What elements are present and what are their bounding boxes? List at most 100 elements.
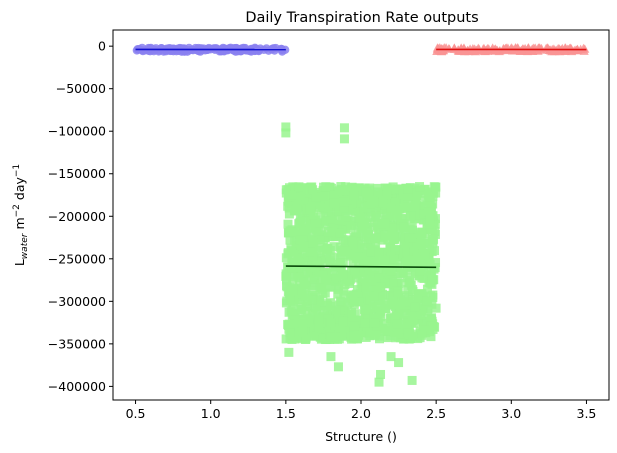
data-point — [338, 316, 348, 326]
data-point — [283, 248, 293, 258]
data-point — [285, 293, 295, 303]
data-point — [425, 214, 435, 224]
data-point — [469, 46, 479, 55]
data-point — [423, 190, 433, 200]
data-point — [395, 303, 405, 313]
data-point — [311, 263, 321, 273]
data-point — [411, 241, 421, 251]
data-point — [302, 263, 312, 273]
data-point — [332, 259, 342, 269]
data-point — [420, 250, 430, 260]
y-axis-label-day: day — [12, 177, 27, 205]
data-point — [380, 218, 390, 228]
data-point — [423, 308, 433, 318]
data-point — [302, 252, 312, 262]
data-point — [318, 333, 328, 343]
y-tick-label: −350000 — [48, 336, 106, 351]
data-point — [328, 212, 338, 222]
data-point — [365, 296, 375, 306]
data-point — [321, 182, 331, 192]
data-point — [326, 318, 336, 328]
data-point — [393, 277, 403, 287]
data-point — [352, 285, 362, 295]
data-point — [375, 308, 385, 318]
data-point — [302, 301, 312, 311]
data-point — [352, 252, 362, 262]
data-point — [354, 236, 364, 246]
data-point — [338, 306, 348, 316]
y-axis-label-main: L — [12, 259, 27, 266]
data-point — [296, 225, 306, 235]
data-point — [388, 292, 398, 302]
data-point — [343, 317, 353, 327]
data-point — [349, 315, 359, 325]
data-point — [395, 245, 405, 255]
data-point — [324, 201, 334, 211]
data-point — [366, 276, 376, 286]
series-square-trend-line — [285, 265, 437, 269]
data-point — [384, 326, 394, 336]
data-point — [383, 185, 393, 195]
y-axis-label-exp1: −2 — [12, 204, 22, 217]
data-point — [374, 248, 384, 258]
data-point — [308, 238, 318, 248]
data-point — [383, 235, 393, 245]
data-point — [341, 224, 351, 234]
data-point — [364, 231, 374, 241]
data-point — [166, 46, 176, 56]
series-square-points — [281, 122, 441, 387]
data-point — [412, 188, 422, 198]
data-point — [425, 259, 435, 269]
data-point — [415, 266, 425, 276]
data-point — [339, 123, 349, 133]
data-point — [311, 192, 321, 202]
data-point — [298, 243, 308, 253]
y-tick-label: −250000 — [48, 251, 106, 266]
data-point — [408, 286, 418, 296]
data-point — [404, 297, 414, 307]
data-point — [371, 211, 381, 221]
trend-layer — [135, 48, 587, 269]
data-point — [290, 318, 300, 328]
data-point — [395, 231, 405, 241]
y-axis-label-unit: m — [12, 217, 27, 233]
data-point — [352, 273, 362, 283]
y-tick-label: −400000 — [48, 379, 106, 394]
data-point — [343, 274, 353, 284]
data-point — [297, 286, 307, 296]
data-point — [335, 321, 345, 331]
data-point — [425, 219, 435, 229]
data-point — [341, 246, 351, 256]
data-point — [339, 134, 349, 144]
data-point — [297, 208, 307, 218]
data-point — [325, 189, 335, 199]
data-point — [430, 246, 440, 256]
data-point — [320, 288, 330, 298]
data-point — [307, 295, 317, 305]
data-point — [350, 268, 360, 278]
data-point — [334, 283, 344, 293]
data-point — [354, 193, 364, 203]
data-point — [386, 266, 396, 276]
data-point — [298, 326, 308, 336]
data-point — [311, 215, 321, 225]
data-point — [420, 184, 430, 194]
data-point — [283, 219, 293, 229]
data-point — [422, 200, 432, 210]
data-point — [374, 259, 384, 269]
data-point — [392, 206, 402, 216]
data-point — [331, 305, 341, 315]
data-point — [359, 304, 369, 314]
data-point — [288, 277, 298, 287]
data-point — [407, 316, 417, 326]
data-point — [414, 255, 424, 265]
data-point — [284, 324, 294, 334]
data-point — [402, 316, 412, 326]
data-point — [329, 190, 339, 200]
data-point — [339, 290, 349, 300]
data-point — [417, 305, 427, 315]
y-tick-label: −200000 — [48, 209, 106, 224]
data-point — [380, 300, 390, 310]
data-point — [281, 128, 291, 138]
data-point — [388, 182, 398, 192]
